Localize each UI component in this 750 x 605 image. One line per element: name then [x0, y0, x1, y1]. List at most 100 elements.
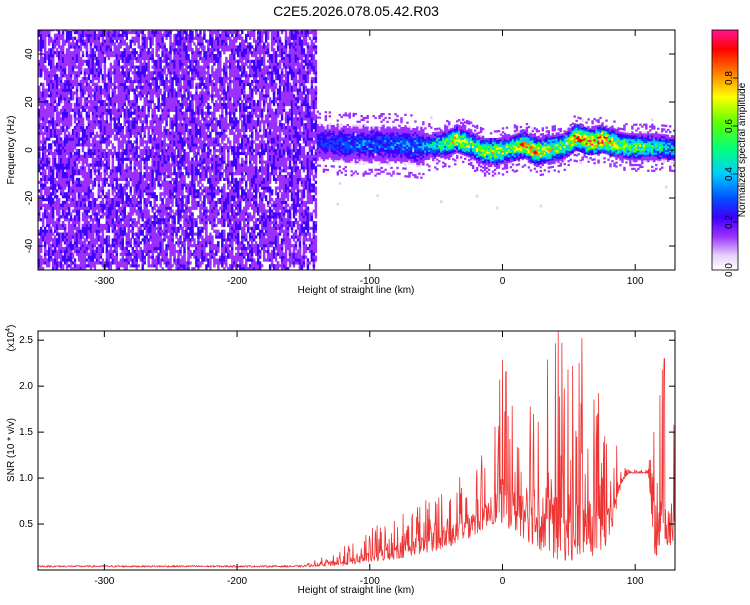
spectrogram-cell: [141, 192, 144, 196]
spectrogram-cell: [223, 77, 226, 84]
spectrogram-cell: [195, 174, 198, 179]
spectrogram-cell: [209, 267, 212, 270]
spectrogram-cell: [157, 229, 160, 233]
spectrogram-cell: [193, 252, 196, 256]
spectrogram-cell: [157, 174, 160, 182]
spectrogram-cell: [237, 48, 240, 58]
spectrogram-cell: [163, 33, 166, 38]
spectrogram-cell: [141, 39, 144, 43]
spectrogram-cell: [225, 143, 228, 150]
spectrogram-cell: [155, 137, 158, 141]
spectrogram-cell: [215, 54, 218, 63]
spectrogram-cell: [189, 30, 192, 32]
spectrogram-cell: [225, 120, 228, 127]
spectrogram-cell: [38, 65, 41, 75]
spectrogram-cell: [47, 238, 51, 248]
spectrogram-cell: [105, 212, 109, 216]
spectrogram-cell: [199, 65, 202, 72]
spectrogram-cell: [157, 134, 160, 138]
spectrogram-cell: [221, 36, 224, 40]
spectrogram-cell: [135, 186, 138, 190]
spectrogram-cell: [123, 74, 126, 78]
spectrogram-cell: [165, 97, 168, 101]
spectrogram-cell: [211, 91, 214, 101]
spectrogram-cell: [147, 223, 150, 233]
spectrogram-cell: [93, 267, 97, 270]
spectrogram-cell: [77, 209, 81, 213]
spectrogram-cell: [99, 226, 103, 230]
spectrogram-cell: [227, 174, 230, 179]
spectrogram-cell: [167, 128, 170, 138]
spectrogram-cell: [131, 258, 134, 265]
spectrogram-cell: [155, 232, 158, 239]
spectrogram-cell: [223, 128, 226, 133]
spectrogram-cell: [63, 39, 67, 46]
spectrogram-cell: [217, 140, 220, 144]
spectrogram-cell: [205, 59, 208, 63]
spectrogram-cell: [127, 238, 130, 242]
spectrogram-cell: [117, 131, 121, 135]
spectrogram-cell: [195, 85, 198, 89]
spectrogram-cell: [69, 91, 73, 101]
spectrogram-cell: [235, 180, 238, 187]
spectrogram-cell: [57, 120, 61, 127]
spectrogram-cell: [243, 267, 246, 270]
spectrogram-cell: [83, 154, 87, 164]
spectrogram-cell: [207, 65, 210, 69]
spectrogram-cell: [179, 264, 182, 268]
spectrogram-cell: [133, 232, 136, 236]
spectrogram-cell: [115, 74, 119, 78]
spectrogram-cell: [81, 174, 85, 179]
spectrogram-cell: [123, 82, 126, 92]
spectrogram-cell: [225, 134, 228, 138]
spectrogram-cell: [161, 79, 164, 86]
spectrogram-cell: [155, 195, 158, 199]
spectrogram-cell: [91, 226, 95, 230]
spectrogram-cell: [53, 120, 57, 124]
spectrogram-cell: [117, 82, 121, 92]
spectrogram-cell: [77, 192, 81, 199]
spectrogram-cell: [91, 56, 95, 66]
spectrogram-cell: [133, 261, 136, 265]
spectrogram-cell: [47, 82, 51, 86]
spectrogram-cell: [205, 126, 208, 130]
spectrogram-cell: [231, 79, 234, 84]
spectrogram-cell: [77, 128, 81, 138]
spectrogram-cell: [91, 123, 95, 127]
spectrogram-cell: [89, 235, 93, 245]
spectrogram-cell: [73, 56, 77, 61]
spectrogram-cell: [157, 54, 160, 61]
spectrogram-cell: [127, 180, 130, 187]
spectrogram-cell: [38, 140, 41, 147]
spectrogram-cell: [57, 198, 61, 202]
spectrogram-cell: [213, 105, 216, 112]
spectrogram-cell: [181, 123, 184, 127]
spectrogram-cell: [227, 30, 230, 35]
spectrogram-cell: [207, 137, 210, 147]
spectrogram-cell: [77, 198, 81, 207]
spectrogram-cell: [131, 177, 134, 187]
spectrogram-cell: [65, 232, 69, 236]
spectrogram-cell: [89, 102, 93, 107]
spectrogram-cell: [223, 74, 226, 78]
spectrogram-cell: [95, 229, 99, 233]
spectrogram-cell: [203, 30, 206, 35]
spectrogram-cell: [199, 42, 202, 46]
spectrogram-cell: [129, 128, 132, 133]
spectrogram-cell: [95, 221, 99, 228]
spectrogram-cell: [163, 68, 166, 72]
spectrogram-cell: [77, 149, 81, 158]
spectrogram-cell: [225, 192, 228, 199]
spectrogram-cell: [145, 36, 148, 43]
spectrogram-cell: [89, 59, 93, 69]
spectrogram-cell: [47, 226, 51, 236]
spectrogram-cell: [49, 229, 53, 233]
spectrogram-cell: [69, 198, 73, 205]
spectrogram-cell: [145, 160, 148, 170]
spectrogram-cell: [151, 146, 154, 156]
spectrogram-cell: [129, 51, 132, 55]
spectrogram-cell: [211, 88, 214, 95]
spectrogram-cell: [81, 212, 85, 222]
spectrogram-cell: [211, 137, 214, 147]
spectrogram-cell: [235, 177, 238, 182]
